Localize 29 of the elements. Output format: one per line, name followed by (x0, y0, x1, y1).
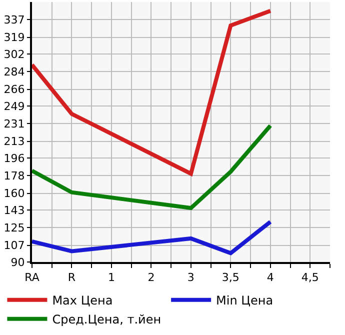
x-tick-label: 4 (266, 271, 274, 284)
y-tick-label: 90 (10, 256, 25, 269)
y-tick-label: 284 (4, 66, 25, 79)
y-tick-label: 337 (4, 14, 25, 27)
y-tick-label: 213 (4, 135, 25, 148)
y-tick-label: 107 (4, 239, 25, 252)
legend-label: Min Цена (216, 294, 274, 308)
line-series (32, 124, 272, 210)
line-series (32, 8, 272, 176)
x-tick-label: 1 (108, 271, 115, 284)
legend-label: Сред.Цена, т.йен (52, 312, 162, 327)
y-tick-label: 143 (4, 204, 25, 217)
y-tick-label: 302 (4, 48, 25, 61)
y-tick-label: 178 (4, 170, 25, 183)
y-tick-label: 125 (4, 222, 25, 235)
x-tick-label: RA (24, 271, 40, 284)
x-tick-label: 2 (148, 271, 155, 284)
y-tick-label: 231 (4, 118, 25, 131)
y-tick-label: 266 (4, 83, 25, 96)
line-series (32, 220, 272, 256)
y-tick-label: 160 (4, 187, 25, 200)
x-tick-label: 4,5 (301, 271, 319, 284)
x-tick-label: R (68, 271, 76, 284)
x-tick-label: 3 (187, 271, 194, 284)
y-tick-label: 196 (4, 152, 25, 165)
y-tick-label: 249 (4, 100, 25, 113)
x-tick-label: 3,5 (222, 271, 240, 284)
legend-label: Max Цена (52, 294, 113, 308)
y-tick-label: 319 (4, 31, 25, 44)
